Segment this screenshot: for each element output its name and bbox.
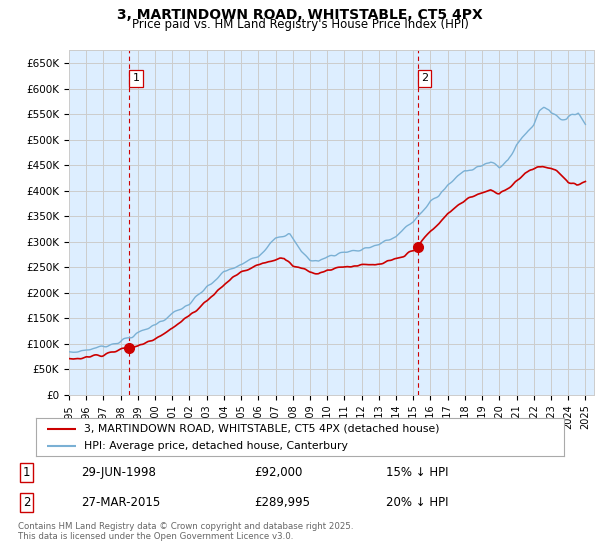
Text: £92,000: £92,000: [254, 466, 302, 479]
Text: 2: 2: [23, 496, 30, 508]
Text: 27-MAR-2015: 27-MAR-2015: [81, 496, 160, 508]
Text: 1: 1: [23, 466, 30, 479]
Text: £289,995: £289,995: [254, 496, 310, 508]
Text: 1: 1: [133, 73, 140, 83]
Text: Price paid vs. HM Land Registry's House Price Index (HPI): Price paid vs. HM Land Registry's House …: [131, 18, 469, 31]
Text: 15% ↓ HPI: 15% ↓ HPI: [386, 466, 449, 479]
Text: 2: 2: [421, 73, 428, 83]
Text: HPI: Average price, detached house, Canterbury: HPI: Average price, detached house, Cant…: [83, 441, 347, 451]
Text: 20% ↓ HPI: 20% ↓ HPI: [386, 496, 449, 508]
Text: Contains HM Land Registry data © Crown copyright and database right 2025.
This d: Contains HM Land Registry data © Crown c…: [18, 522, 353, 542]
Text: 3, MARTINDOWN ROAD, WHITSTABLE, CT5 4PX: 3, MARTINDOWN ROAD, WHITSTABLE, CT5 4PX: [117, 8, 483, 22]
Text: 29-JUN-1998: 29-JUN-1998: [81, 466, 156, 479]
Text: 3, MARTINDOWN ROAD, WHITSTABLE, CT5 4PX (detached house): 3, MARTINDOWN ROAD, WHITSTABLE, CT5 4PX …: [83, 423, 439, 433]
